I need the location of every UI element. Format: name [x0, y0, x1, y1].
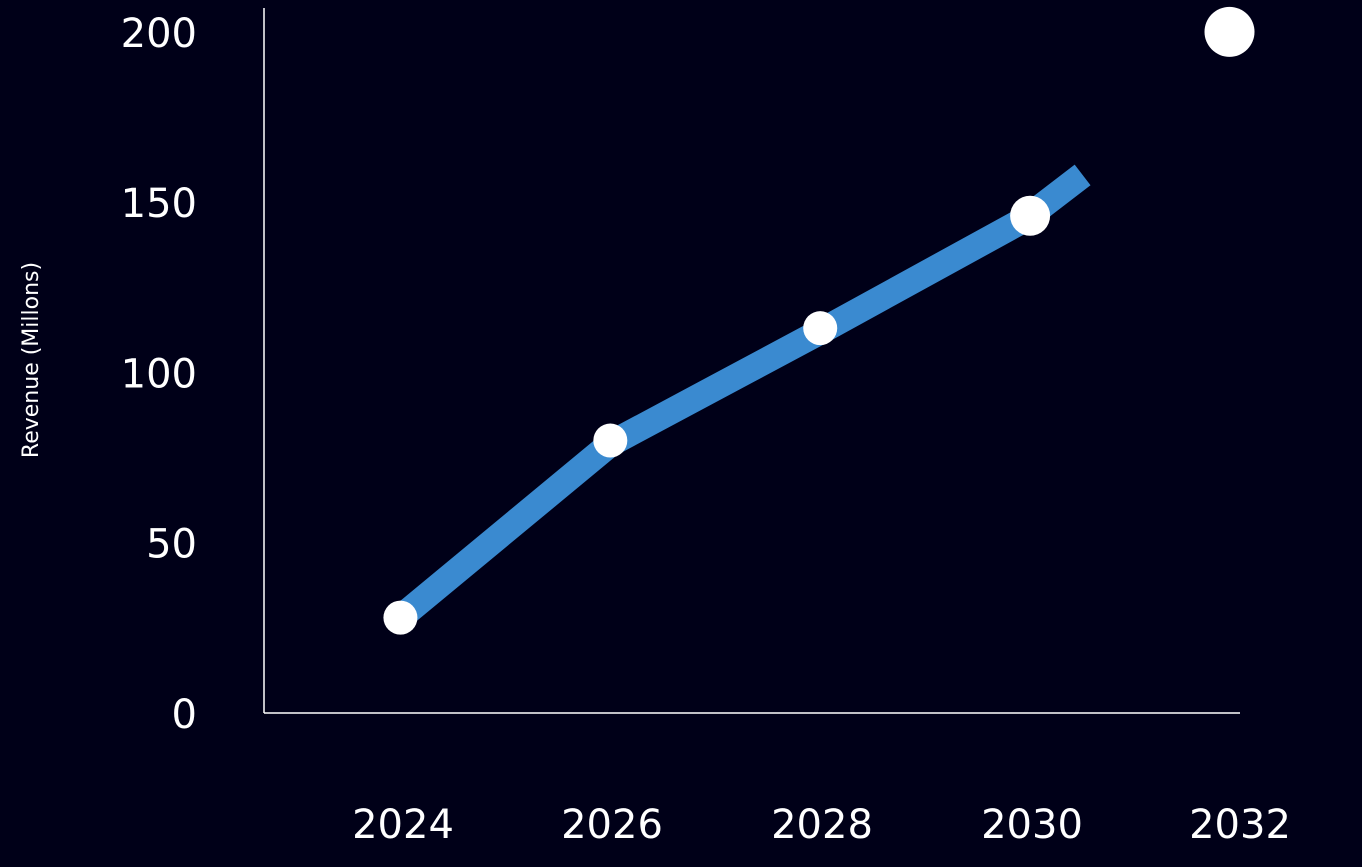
x-tick-label: 2028	[771, 802, 873, 848]
y-tick-label: 50	[146, 522, 197, 568]
x-tick-label: 2024	[352, 802, 454, 848]
x-tick-label: 2030	[981, 802, 1083, 848]
data-points	[383, 6, 1255, 635]
data-point	[803, 311, 838, 346]
revenue-line	[392, 164, 1091, 628]
data-point	[383, 600, 418, 635]
x-tick-labels: 2024 2026 2028 2030 2032	[352, 802, 1291, 848]
y-tick-labels: 0 50 100 150 200	[121, 11, 197, 738]
x-tick-label: 2026	[561, 802, 663, 848]
y-tick-label: 100	[121, 351, 197, 397]
x-tick-label: 2032	[1189, 802, 1291, 848]
y-axis-title: Revenue (Millons)	[19, 262, 44, 458]
axes	[263, 8, 1240, 714]
data-point	[1204, 6, 1255, 57]
y-tick-label: 0	[172, 692, 197, 738]
data-point	[1010, 195, 1051, 236]
y-tick-label: 200	[121, 11, 197, 57]
y-tick-label: 150	[121, 181, 197, 227]
data-point	[593, 423, 628, 458]
